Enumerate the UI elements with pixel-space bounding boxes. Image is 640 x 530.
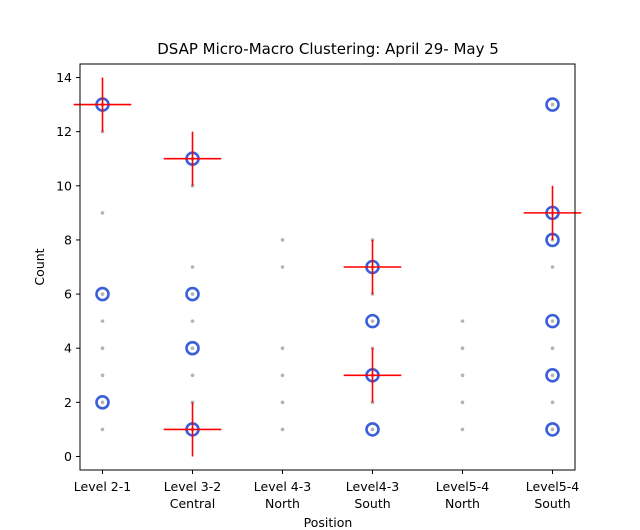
raw-point — [550, 319, 555, 323]
x-tick-label: Level 3-2 — [164, 479, 221, 494]
x-tick-label: Level4-3 — [346, 479, 399, 494]
raw-point — [550, 400, 555, 405]
x-tick-label-line2: South — [354, 496, 390, 511]
raw-point — [460, 427, 465, 432]
raw-point — [100, 211, 105, 215]
x-tick-label: Level5-4 — [526, 479, 579, 494]
micro-cluster-marker — [545, 422, 560, 437]
raw-point — [370, 400, 375, 405]
x-tick-label: Level 2-1 — [74, 479, 131, 494]
raw-point — [550, 346, 555, 351]
raw-point — [280, 238, 285, 242]
raw-point — [280, 427, 285, 432]
raw-point — [280, 265, 285, 269]
axes: 0 2 4 6 8 10 12 14 Level 2-1 Level 3-2 Central Leve… — [56, 70, 579, 511]
raw-point — [100, 427, 105, 432]
micro-cluster-marker — [95, 395, 110, 410]
raw-point — [100, 346, 105, 351]
raw-point — [460, 346, 465, 351]
y-tick-label: 8 — [64, 232, 72, 247]
raw-point — [370, 319, 375, 323]
micro-cluster-marker — [185, 340, 200, 356]
raw-point — [280, 346, 285, 351]
raw-point — [100, 400, 105, 405]
y-tick-label: 6 — [64, 287, 72, 302]
raw-point — [190, 292, 195, 296]
raw-point — [190, 346, 195, 351]
x-tick-label: Level 4-3 — [254, 479, 311, 494]
micro-cluster-marker — [545, 97, 560, 112]
x-axis-label: Position — [304, 515, 353, 530]
x-tick-label-line2: North — [265, 496, 300, 511]
raw-point — [550, 427, 555, 432]
macro-cluster-marker — [343, 348, 402, 403]
micro-cluster-marker — [185, 286, 200, 302]
raw-point — [460, 373, 465, 378]
raw-point — [370, 292, 375, 296]
macro-cluster-marker — [73, 77, 132, 132]
raw-point — [550, 102, 555, 107]
y-tick-label: 14 — [56, 70, 72, 85]
raw-point — [550, 373, 555, 378]
x-tick-label-line2: North — [445, 496, 480, 511]
macro-cluster-marker — [523, 185, 582, 240]
raw-point — [550, 265, 555, 269]
y-tick-label: 12 — [56, 124, 72, 139]
micro-cluster-marker — [545, 313, 560, 329]
x-tick-label-line2: Central — [170, 496, 216, 511]
raw-point — [370, 427, 375, 432]
plot-frame — [79, 63, 576, 471]
y-tick-label: 2 — [64, 395, 72, 410]
raw-point — [100, 292, 105, 296]
y-axis-label: Count — [32, 248, 47, 285]
macro-cluster-marker — [163, 402, 222, 457]
raw-point — [100, 319, 105, 323]
chart-title: DSAP Micro-Macro Clustering: April 29- M… — [157, 40, 499, 58]
micro-cluster-marker — [95, 286, 110, 302]
micro-cluster-marker — [545, 367, 560, 383]
raw-point — [190, 319, 195, 323]
raw-point — [280, 373, 285, 378]
raw-point — [460, 400, 465, 405]
y-tick-label: 4 — [64, 341, 72, 356]
macro-cluster-marker — [343, 239, 402, 295]
raw-point — [460, 319, 465, 323]
plot-area — [73, 77, 582, 457]
raw-point — [100, 373, 105, 378]
raw-point — [190, 373, 195, 378]
y-tick-label: 10 — [56, 178, 72, 193]
raw-point — [280, 400, 285, 405]
micro-cluster-marker — [365, 422, 380, 437]
raw-point — [190, 265, 195, 269]
y-tick-label: 0 — [64, 449, 72, 464]
x-tick-label-line2: South — [534, 496, 570, 511]
micro-cluster-marker — [365, 313, 380, 329]
macro-cluster-marker — [163, 131, 222, 186]
x-tick-label: Level5-4 — [436, 479, 489, 494]
